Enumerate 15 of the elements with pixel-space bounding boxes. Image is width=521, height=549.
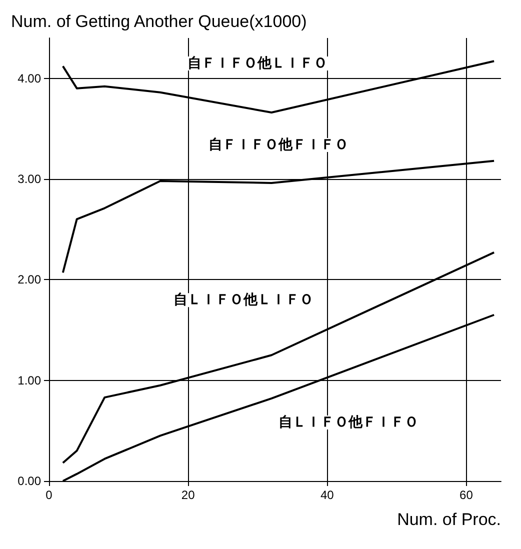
series-label: 自ＬＩＦＯ他ＦＩＦＯ xyxy=(278,414,419,430)
x-axis-title: Num. of Proc. xyxy=(397,510,501,529)
y-tick-label: 3.00 xyxy=(18,172,42,186)
y-axis-title: Num. of Getting Another Queue(x1000) xyxy=(11,12,307,31)
x-tick-label: 40 xyxy=(320,488,334,502)
series-label: 自ＦＩＦＯ他ＬＩＦＯ xyxy=(188,56,328,72)
x-tick-label: 0 xyxy=(46,488,53,502)
y-tick-label: 0.00 xyxy=(18,474,42,488)
series-label: 自ＦＩＦＯ他ＦＩＦＯ xyxy=(208,136,349,153)
y-tick-label: 4.00 xyxy=(18,71,42,86)
x-tick-label: 20 xyxy=(181,488,196,502)
x-tick-label: 60 xyxy=(460,488,474,502)
y-tick-label: 2.00 xyxy=(18,272,42,287)
series-label: 自ＬＩＦＯ他ＬＩＦＯ xyxy=(174,292,314,308)
y-tick-label: 1.00 xyxy=(18,373,42,388)
